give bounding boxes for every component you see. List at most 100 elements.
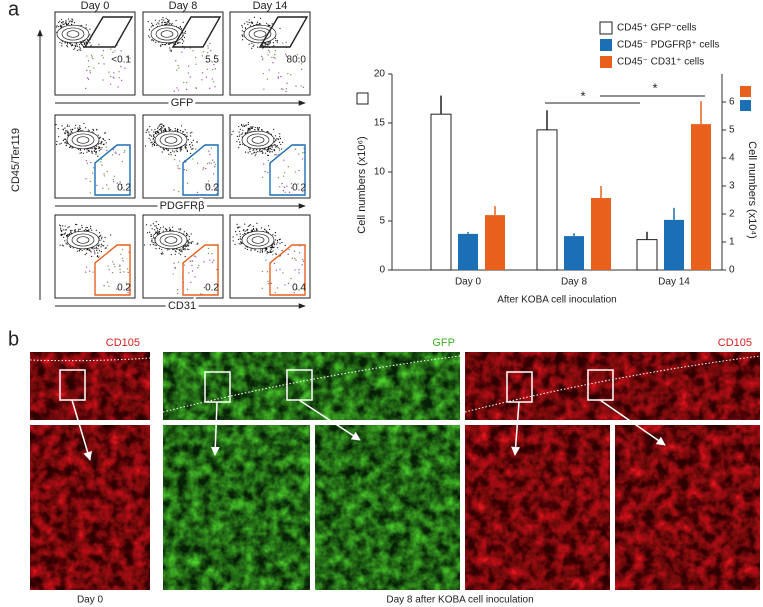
- event-dot: [261, 227, 262, 228]
- event-dot: [72, 129, 73, 130]
- event-dot: [63, 24, 64, 25]
- event-dot: [95, 149, 96, 150]
- event-dot: [155, 20, 156, 21]
- event-dot: [203, 167, 204, 168]
- event-dot: [69, 147, 70, 148]
- event-dot: [207, 163, 208, 164]
- event-dot: [113, 264, 114, 265]
- event-dot: [72, 44, 73, 45]
- event-dot: [208, 253, 209, 254]
- event-dot: [110, 234, 111, 235]
- event-dot: [262, 271, 263, 272]
- contour: [254, 31, 266, 38]
- event-dot: [90, 226, 91, 227]
- event-dot: [154, 129, 155, 130]
- event-dot: [285, 91, 286, 92]
- event-dot: [122, 258, 123, 259]
- event-dot: [274, 244, 275, 245]
- event-dot: [275, 38, 276, 39]
- event-dot: [185, 33, 186, 34]
- event-dot: [276, 270, 277, 271]
- event-dot: [159, 124, 160, 125]
- event-dot: [156, 232, 157, 233]
- event-dot: [267, 54, 268, 55]
- event-dot: [90, 192, 91, 193]
- event-dot: [110, 76, 111, 77]
- event-dot: [279, 142, 280, 143]
- legend-swatch: [600, 56, 612, 68]
- event-dot: [86, 24, 87, 25]
- event-dot: [79, 125, 80, 126]
- event-dot: [174, 90, 175, 91]
- event-dot: [208, 248, 209, 249]
- event-dot: [92, 248, 93, 249]
- event-dot: [265, 149, 266, 150]
- event-dot: [201, 79, 202, 80]
- event-dot: [245, 28, 246, 29]
- event-dot: [213, 260, 214, 261]
- event-dot: [183, 248, 184, 249]
- event-dot: [191, 265, 192, 266]
- x-tick-label: Day 0: [455, 277, 482, 288]
- event-dot: [89, 270, 90, 271]
- gate-value: 0.2: [205, 183, 219, 194]
- event-dot: [99, 232, 100, 233]
- event-dot: [104, 140, 105, 141]
- event-dot: [67, 124, 68, 125]
- event-dot: [173, 273, 174, 274]
- event-dot: [279, 150, 280, 151]
- event-dot: [181, 125, 182, 126]
- event-dot: [295, 171, 296, 172]
- y-tick-label: 15: [374, 118, 386, 129]
- event-dot: [242, 30, 243, 31]
- event-dot: [86, 266, 87, 267]
- event-dot: [269, 229, 270, 230]
- event-dot: [188, 65, 189, 66]
- event-dot: [274, 144, 275, 145]
- event-dot: [71, 230, 72, 231]
- event-dot: [190, 135, 191, 136]
- event-dot: [197, 243, 198, 244]
- event-dot: [163, 125, 164, 126]
- event-dot: [77, 46, 78, 47]
- event-dot: [156, 225, 157, 226]
- event-dot: [212, 69, 213, 70]
- event-dot: [107, 265, 108, 266]
- event-dot: [176, 87, 177, 88]
- event-dot: [149, 37, 150, 38]
- event-dot: [234, 244, 235, 245]
- event-dot: [99, 244, 100, 245]
- event-dot: [272, 62, 273, 63]
- event-dot: [185, 129, 186, 130]
- event-dot: [246, 21, 247, 22]
- event-dot: [251, 22, 252, 23]
- y2-tick-label: 4: [729, 153, 735, 164]
- event-dot: [113, 72, 114, 73]
- event-dot: [171, 51, 172, 52]
- event-dot: [160, 129, 161, 130]
- event-dot: [149, 232, 150, 233]
- event-dot: [215, 68, 216, 69]
- event-dot: [68, 133, 69, 134]
- event-dot: [73, 49, 74, 50]
- event-dot: [280, 138, 281, 139]
- event-dot: [270, 146, 271, 147]
- event-dot: [267, 151, 268, 152]
- event-dot: [174, 267, 175, 268]
- event-dot: [93, 130, 94, 131]
- event-dot: [165, 228, 166, 229]
- event-dot: [87, 230, 88, 231]
- event-dot: [245, 231, 246, 232]
- event-dot: [261, 130, 262, 131]
- event-dot: [179, 42, 180, 43]
- event-dot: [244, 126, 245, 127]
- contour: [77, 137, 89, 144]
- event-dot: [75, 46, 76, 47]
- event-dot: [65, 142, 66, 143]
- event-dot: [233, 240, 234, 241]
- event-dot: [195, 57, 196, 58]
- event-dot: [81, 25, 82, 26]
- event-dot: [95, 153, 96, 154]
- event-dot: [169, 230, 170, 231]
- event-dot: [244, 23, 245, 24]
